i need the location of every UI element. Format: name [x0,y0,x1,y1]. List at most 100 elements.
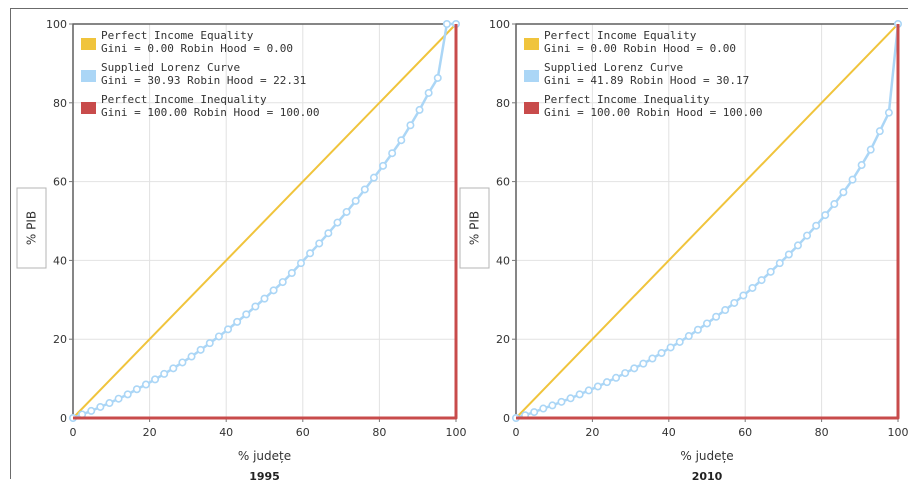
data-point [821,211,830,220]
y-tick-label: 60 [53,176,67,189]
data-point [141,380,150,389]
x-axis-label: % județe [238,449,291,463]
y-tick-label: 20 [496,333,510,346]
data-point [233,317,242,326]
data-point [388,149,397,158]
data-point [812,221,821,230]
data-point [830,200,839,209]
data-point [748,283,757,292]
legend-swatch [524,38,539,50]
data-point [675,337,684,346]
y-tick-label: 100 [46,18,67,31]
data-point [114,394,123,403]
data-point [415,105,424,114]
x-tick-label: 80 [372,426,386,439]
legend-label: Perfect Income Equality [101,29,254,42]
y-tick-label: 0 [503,412,510,425]
data-point [442,19,451,28]
x-tick-label: 100 [888,426,909,439]
y-tick-label: 60 [496,176,510,189]
data-point [406,121,415,130]
legend-label: Perfect Income Inequality [101,93,267,106]
data-point [269,286,278,295]
data-point [87,406,96,415]
data-point [684,332,693,341]
data-point [187,352,196,361]
legend-label: Supplied Lorenz Curve [544,61,683,74]
data-point [123,390,132,399]
x-tick-label: 0 [70,426,77,439]
y-tick-label: 100 [489,18,510,31]
data-point [278,278,287,287]
legend-label: Perfect Income Equality [544,29,697,42]
y-axis-label-box [459,187,490,269]
data-point [775,259,784,268]
data-point [575,390,584,399]
data-point [169,364,178,373]
data-point [306,249,315,258]
x-tick-label: 20 [585,426,599,439]
data-point [648,354,657,363]
data-point [105,399,114,408]
series-0 [72,23,457,419]
x-tick-label: 60 [738,426,752,439]
data-point [784,250,793,259]
data-point [160,369,169,378]
series-line [73,24,458,420]
data-point [702,319,711,328]
data-point [151,375,160,384]
data-point [379,161,388,170]
data-point [351,196,360,205]
x-tick-label: 80 [815,426,829,439]
data-point [712,312,721,321]
series-line [516,24,900,420]
data-point [839,188,848,197]
legend-swatch [81,38,96,50]
data-point [369,173,378,182]
x-tick-label: 40 [219,426,233,439]
data-point [360,185,369,194]
data-point [766,267,775,276]
chart-0: 0 20 40 60 80 100 0 20 40 60 80 100 Perfect Income E… [16,18,467,483]
series-2 [73,24,458,420]
legend-stats: Gini = 41.89 Robin Hood = 30.17 [544,74,749,87]
legend-swatch [81,102,96,114]
data-point [251,302,260,311]
legend-label: Supplied Lorenz Curve [101,61,240,74]
data-point [539,404,548,413]
x-tick-label: 0 [513,426,520,439]
data-point [666,343,675,352]
data-point [196,345,205,354]
chart-1: 0 20 40 60 80 100 0 20 40 60 80 100 Perfect Income E… [459,18,909,483]
data-point [333,218,342,227]
data-point [657,348,666,357]
legend-stats: Gini = 30.93 Robin Hood = 22.31 [101,74,306,87]
data-point [324,229,333,238]
y-axis-label: % PIB [468,211,482,245]
data-point [848,175,857,184]
data-point [530,408,539,417]
chart-title: 2010 [692,470,723,483]
data-point [730,298,739,307]
data-point [548,401,557,410]
y-tick-label: 40 [496,254,510,267]
y-axis-label-box [16,187,47,269]
data-point [242,310,251,319]
data-point [214,332,223,341]
data-point [630,364,639,373]
data-point [566,394,575,403]
data-point [693,325,702,334]
legend-swatch [524,102,539,114]
x-tick-label: 20 [143,426,157,439]
series-line [72,23,457,419]
data-point [739,291,748,300]
data-point [866,145,875,154]
data-point [721,306,730,315]
data-point [803,231,812,240]
series-line [515,23,899,419]
x-tick-label: 100 [446,426,467,439]
legend-stats: Gini = 0.00 Robin Hood = 0.00 [544,42,736,55]
data-point [793,241,802,250]
